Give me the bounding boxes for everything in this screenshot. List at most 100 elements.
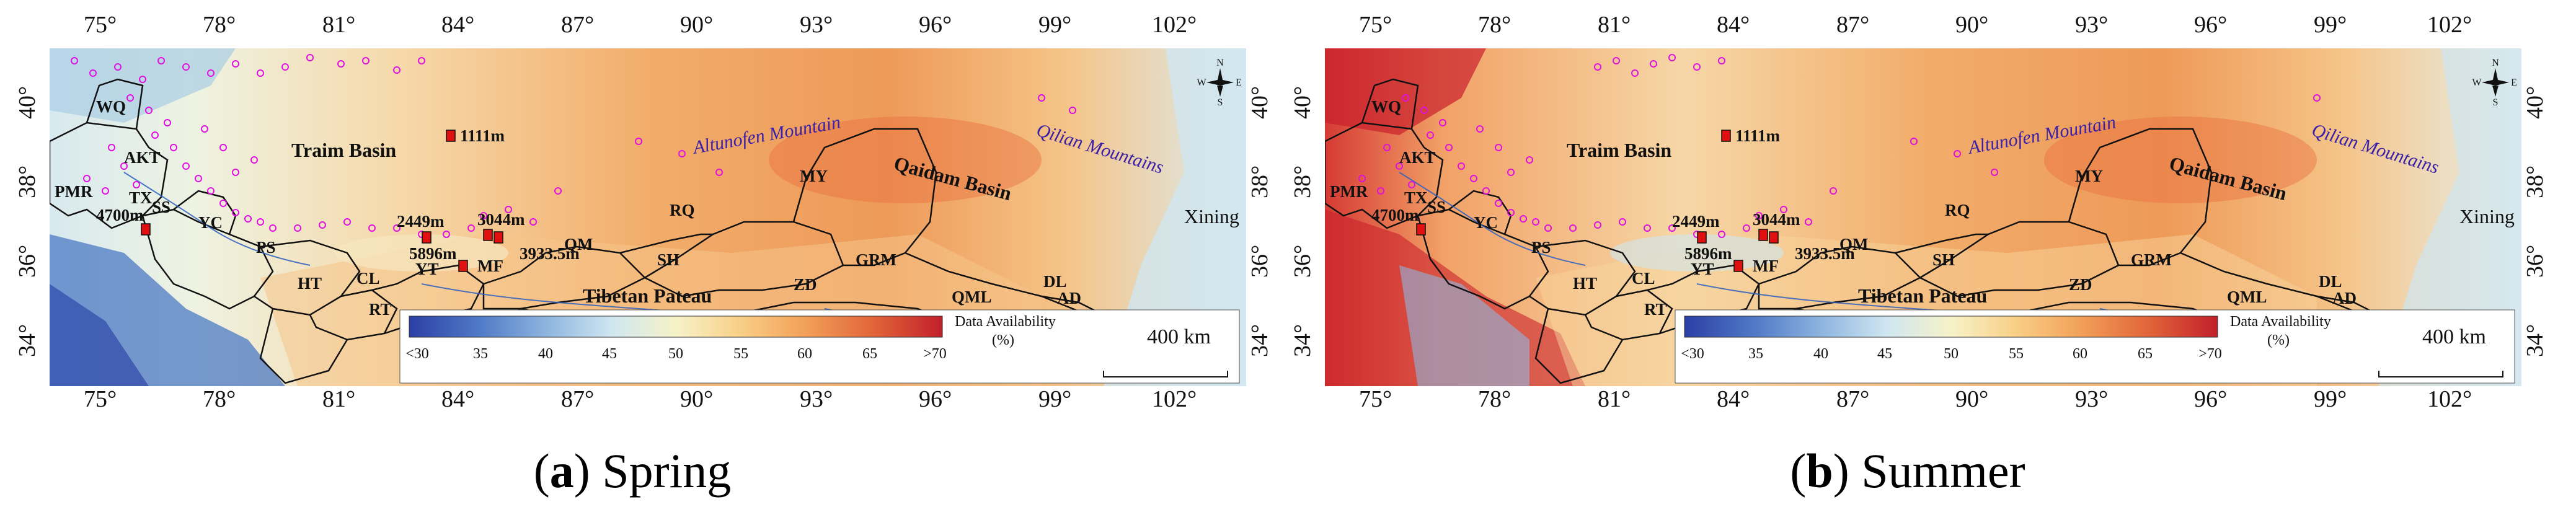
lon-tick-top: 90°	[1955, 12, 1989, 38]
label-qm: QM	[1839, 235, 1869, 254]
lon-tick-bottom: 93°	[2075, 386, 2109, 412]
svg-text:>70: >70	[923, 346, 947, 362]
high-availability-area	[2044, 117, 2317, 203]
label-ps: PS	[1531, 238, 1551, 257]
label-pmr: PMR	[1330, 182, 1368, 201]
label-grm: GRM	[856, 250, 896, 269]
lon-tick-bottom: 75°	[1359, 386, 1392, 412]
label-ad: AD	[2332, 289, 2357, 307]
label-elev: 2449m	[397, 212, 445, 231]
compass-w: W	[2472, 77, 2482, 88]
label-qm: QM	[564, 235, 593, 254]
low-availability-area	[1104, 48, 1246, 386]
label-basin: Traim Basin	[291, 139, 396, 161]
label-mf: MF	[1753, 257, 1779, 275]
lon-tick-top: 87°	[1836, 12, 1870, 38]
legend-ticks: <30 35 40 45 50 55 60 65 >70	[405, 346, 947, 362]
lat-tick-right: 38°	[1247, 165, 1273, 198]
lon-tick-top: 93°	[2075, 12, 2109, 38]
svg-text:35: 35	[1748, 346, 1763, 362]
lon-tick-bottom: 96°	[919, 386, 952, 412]
lon-tick-top: 75°	[84, 12, 117, 38]
label-sh: SH	[1932, 250, 1955, 269]
label-grm: GRM	[2131, 250, 2172, 269]
label-wq: WQ	[1371, 97, 1401, 116]
lat-tick-right: 40°	[1247, 86, 1273, 119]
svg-text:60: 60	[2073, 346, 2087, 362]
compass: N S W E	[1197, 58, 1241, 108]
label-ht: HT	[298, 274, 322, 293]
lat-tick-left: 40°	[1290, 86, 1316, 119]
label-elev: 3044m	[477, 210, 525, 229]
high-availability-area	[769, 117, 1042, 203]
label-tx: TX	[129, 188, 153, 207]
lon-tick-bottom: 81°	[322, 386, 356, 412]
label-elev: 4700m	[96, 206, 144, 224]
label-tx: TX	[1404, 188, 1428, 207]
label-elev: 2449m	[1672, 212, 1720, 231]
compass-w: W	[1197, 77, 1206, 88]
map-panel-summer: 75° 78° 81° 84° 87° 90° 93° 96° 99° 102°…	[1288, 0, 2548, 525]
compass-n: N	[2492, 58, 2499, 68]
lon-tick-bottom: 96°	[2194, 386, 2228, 412]
svg-text:<30: <30	[1681, 346, 1704, 362]
label-rt: RT	[369, 300, 392, 319]
elevation-flags	[1416, 130, 1779, 272]
label-tibetan: Tibetan Pateau	[1858, 285, 1987, 307]
label-yc: YC	[198, 213, 223, 232]
lon-tick-top: 99°	[1038, 12, 1072, 38]
label-elev: 4700m	[1371, 206, 1419, 224]
svg-text:40: 40	[538, 346, 553, 362]
lon-tick-bottom: 90°	[1955, 386, 1989, 412]
label-yt: YT	[1691, 260, 1714, 278]
compass: N S W E	[2472, 58, 2516, 108]
label-ss: SS	[1427, 198, 1446, 216]
region-labels: WQ AKT PMR TX SS YC PS HT CL RT YT MF QM…	[55, 97, 1081, 319]
label-ht: HT	[1573, 274, 1597, 293]
label-ps: PS	[256, 238, 276, 257]
lon-tick-bottom: 102°	[1152, 386, 1197, 412]
label-dl: DL	[1043, 272, 1067, 291]
label-rt: RT	[1644, 300, 1667, 319]
low-availability-area	[50, 284, 149, 386]
lon-tick-top: 93°	[800, 12, 833, 38]
lat-tick-right: 38°	[2522, 165, 2548, 198]
elevation-labels: 1111m 4700m 2449m 3044m 5896m 3933.5m	[96, 126, 580, 263]
label-elev: 5896m	[409, 244, 457, 263]
lon-tick-bottom: 78°	[1478, 386, 1512, 412]
label-pmr: PMR	[55, 182, 93, 201]
lat-tick-right: 36°	[2522, 244, 2548, 278]
label-my: MY	[2075, 167, 2103, 185]
lon-tick-bottom: 102°	[2427, 386, 2472, 412]
label-elev: 3933.5m	[520, 244, 580, 263]
compass-n: N	[1216, 58, 1224, 68]
lon-tick-bottom: 87°	[561, 386, 595, 412]
map-canvas: WQ AKT PMR TX SS YC PS HT CL RT YT MF QM…	[50, 48, 1246, 386]
svg-text:65: 65	[862, 346, 877, 362]
lon-tick-top: 96°	[919, 12, 952, 38]
legend-title: Data Availability	[2230, 314, 2331, 330]
lon-tick-top: 99°	[2314, 12, 2347, 38]
label-elev: 3044m	[1753, 210, 1800, 229]
caption-summer: (b) Summer	[1790, 444, 2025, 498]
lon-tick-bottom: 84°	[441, 386, 475, 412]
label-qml: QML	[2227, 288, 2267, 306]
label-yc: YC	[1474, 213, 1498, 232]
lat-tick-right: 34°	[2522, 324, 2548, 357]
compass-e: E	[2511, 77, 2517, 88]
lon-tick-top: 78°	[203, 12, 236, 38]
lat-tick-left: 36°	[1290, 244, 1316, 278]
lon-tick-top: 81°	[1598, 12, 1631, 38]
elevation-flags	[141, 130, 503, 272]
label-zd: ZD	[794, 275, 817, 294]
lon-tick-bottom: 87°	[1836, 386, 1870, 412]
lon-tick-bottom: 90°	[680, 386, 714, 412]
svg-text:65: 65	[2138, 346, 2153, 362]
label-dl: DL	[2319, 272, 2342, 291]
lat-tick-right: 34°	[1247, 324, 1273, 357]
label-elev: 5896m	[1684, 244, 1732, 263]
label-yt: YT	[415, 260, 439, 278]
lon-tick-top: 81°	[322, 12, 356, 38]
svg-text:60: 60	[797, 346, 812, 362]
svg-text:45: 45	[1877, 346, 1892, 362]
